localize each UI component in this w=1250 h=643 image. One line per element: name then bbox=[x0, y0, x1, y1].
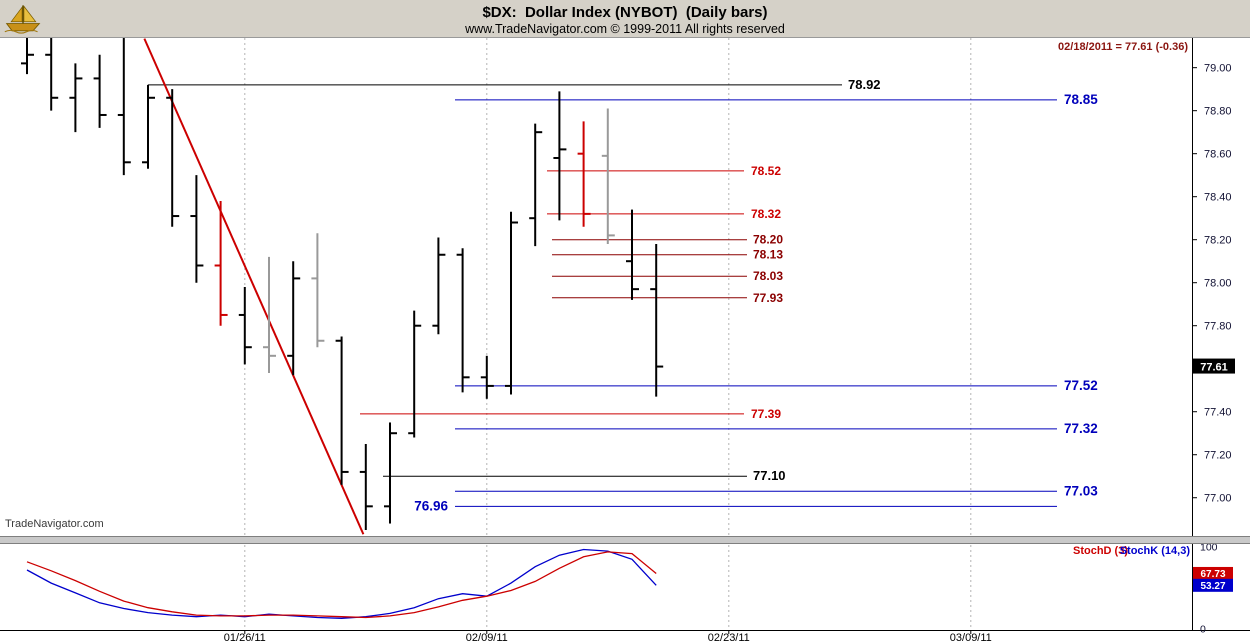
price-tick-label: 77.40 bbox=[1204, 407, 1232, 419]
chart-title: $DX: Dollar Index (NYBOT) (Daily bars) bbox=[482, 4, 768, 21]
price-axis[interactable] bbox=[1192, 38, 1250, 536]
panel-splitter[interactable] bbox=[0, 536, 1250, 544]
stoch-value-tag bbox=[1193, 566, 1233, 580]
chart-header: $DX: Dollar Index (NYBOT) (Daily bars) w… bbox=[0, 0, 1250, 38]
price-level-label: 76.96 bbox=[414, 498, 448, 513]
price-tick-label: 77.20 bbox=[1204, 450, 1232, 462]
price-tick-label: 78.20 bbox=[1204, 235, 1232, 247]
date-label: 02/09/11 bbox=[466, 632, 508, 643]
trend-line[interactable] bbox=[143, 38, 365, 535]
stoch-value-label: 67.73 bbox=[1200, 569, 1225, 580]
price-level-label: 78.85 bbox=[1064, 92, 1098, 107]
price-level-label: 78.92 bbox=[848, 77, 881, 92]
main-plot-area[interactable] bbox=[0, 38, 1192, 536]
stoch-value-label: 53.27 bbox=[1200, 581, 1225, 592]
stoch-axis-label: 0 bbox=[1200, 624, 1206, 636]
price-level-label: 77.93 bbox=[753, 291, 783, 305]
price-level-label: 78.52 bbox=[751, 164, 781, 178]
stoch-k-label: StochK (14,3) bbox=[1120, 545, 1191, 557]
price-level-label: 78.03 bbox=[753, 269, 783, 283]
stoch-axis-label: 100 bbox=[1200, 542, 1218, 554]
stoch-k-line bbox=[26, 548, 657, 619]
indicator-axis[interactable] bbox=[1192, 545, 1250, 630]
price-level-label: 77.10 bbox=[753, 468, 786, 483]
price-level-label: 77.03 bbox=[1064, 483, 1098, 498]
last-price-tag-label: 77.61 bbox=[1200, 362, 1228, 374]
tradenavigator-ship-logo-icon bbox=[4, 5, 41, 34]
price-level-label: 78.32 bbox=[751, 207, 781, 221]
price-tick-label: 79.00 bbox=[1204, 63, 1232, 75]
chart-subtitle: www.TradeNavigator.com © 1999-2011 All r… bbox=[465, 22, 785, 36]
price-level-label: 78.20 bbox=[753, 233, 783, 247]
stoch-value-tag bbox=[1193, 578, 1233, 592]
price-level-label: 77.39 bbox=[751, 407, 781, 421]
chart-watermark: TradeNavigator.com bbox=[5, 518, 104, 530]
price-level-label: 77.52 bbox=[1064, 378, 1098, 393]
last-price-tag bbox=[1193, 358, 1235, 374]
stoch-d-line bbox=[26, 551, 657, 619]
price-level-label: 78.13 bbox=[753, 248, 783, 262]
price-tick-label: 78.40 bbox=[1204, 192, 1232, 204]
date-label: 01/26/11 bbox=[224, 632, 266, 643]
last-quote-readout: 02/18/2011 = 77.61 (-0.36) bbox=[1058, 41, 1188, 53]
price-tick-label: 78.60 bbox=[1204, 149, 1232, 161]
stoch-d-label: StochD (3) bbox=[1073, 545, 1128, 557]
date-label: 02/23/11 bbox=[708, 632, 750, 643]
stochastic-panel[interactable] bbox=[0, 544, 1192, 630]
time-axis[interactable] bbox=[0, 631, 1250, 643]
price-level-label: 77.32 bbox=[1064, 421, 1098, 436]
date-label: 03/09/11 bbox=[950, 632, 992, 643]
price-tick-label: 78.80 bbox=[1204, 106, 1232, 118]
price-tick-label: 77.80 bbox=[1204, 321, 1232, 333]
price-tick-label: 77.00 bbox=[1204, 493, 1232, 505]
price-tick-label: 78.00 bbox=[1204, 278, 1232, 290]
